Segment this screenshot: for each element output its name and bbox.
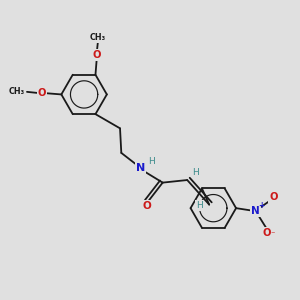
Text: O: O: [92, 50, 101, 60]
Text: N: N: [136, 164, 145, 173]
Text: +: +: [258, 201, 264, 210]
Text: ⁻: ⁻: [270, 229, 274, 238]
Text: CH₃: CH₃: [8, 87, 24, 96]
Text: H: H: [192, 168, 199, 177]
Text: H: H: [196, 201, 203, 210]
Text: O: O: [38, 88, 46, 98]
Text: O: O: [269, 191, 278, 202]
Text: CH₃: CH₃: [90, 33, 106, 42]
Text: O: O: [142, 201, 151, 211]
Text: N: N: [251, 206, 260, 216]
Text: O: O: [262, 229, 271, 238]
Text: H: H: [148, 157, 155, 166]
